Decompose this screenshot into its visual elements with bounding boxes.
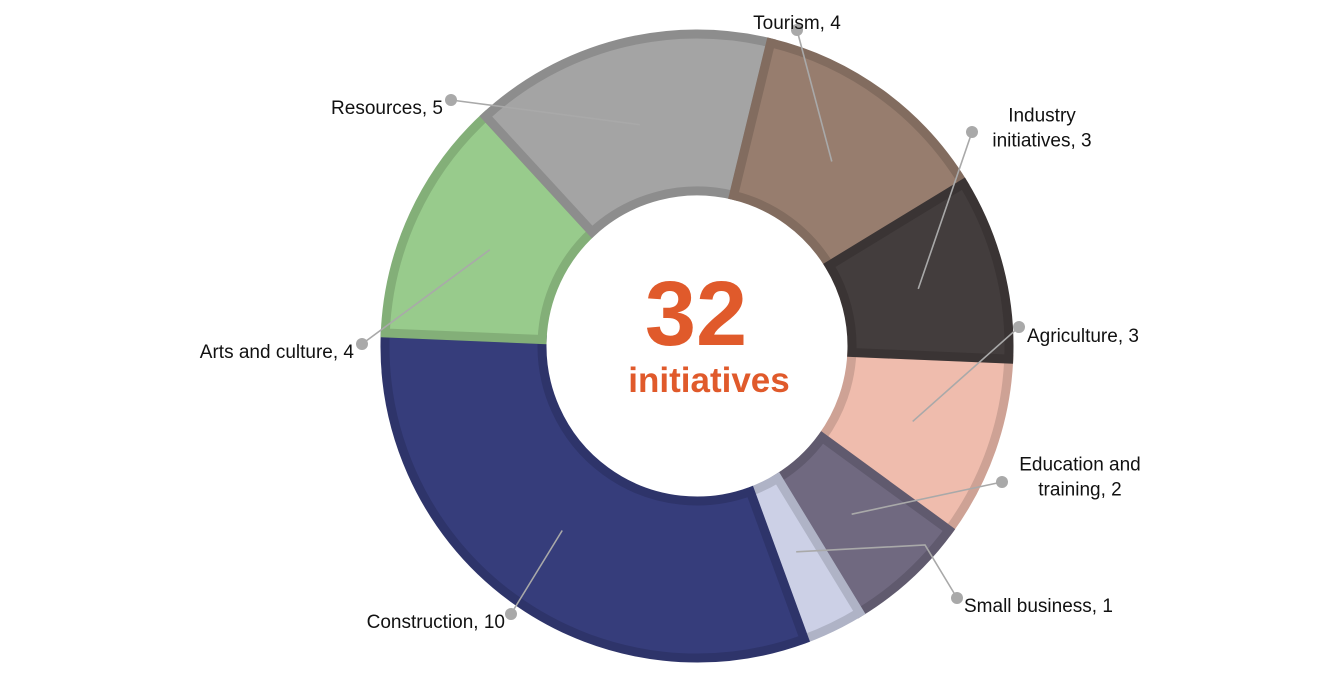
leader-line-education-and-training	[851, 481, 1003, 515]
leader-line-tourism	[796, 29, 833, 162]
label-line-agriculture-1: Agriculture, 3	[1027, 326, 1139, 347]
leader-line-construction	[510, 530, 563, 615]
leader-dot-small-business	[951, 592, 963, 604]
label-line-arts-and-culture-1: Arts and culture, 4	[200, 342, 355, 363]
leader-line-small-business	[796, 544, 958, 599]
donut-slices	[380, 29, 1014, 663]
leader-dot-tourism	[791, 24, 803, 36]
leader-dot-agriculture	[1013, 321, 1025, 333]
label-resources: Resources, 5	[331, 98, 443, 119]
label-line-education-and-training-2: training, 2	[1038, 480, 1121, 501]
label-line-tourism-1: Tourism, 4	[753, 13, 841, 34]
leader-lines	[356, 24, 1025, 620]
label-industry-initiatives: Industry initiatives, 3	[992, 106, 1091, 152]
slice-tourism	[728, 37, 970, 272]
leader-dot-education-and-training	[996, 476, 1008, 488]
label-line-resources-1: Resources, 5	[331, 98, 443, 119]
leader-line-resources	[450, 99, 640, 126]
label-line-education-and-training-1: Education and	[1019, 455, 1141, 476]
slice-construction	[380, 328, 810, 663]
slice-resources	[479, 29, 777, 239]
label-construction: Construction, 10	[367, 612, 505, 633]
leader-dot-arts-and-culture	[356, 338, 368, 350]
label-agriculture: Agriculture, 3	[1027, 326, 1139, 347]
leader-dot-industry-initiatives	[966, 126, 978, 138]
label-small-business: Small business, 1	[964, 596, 1113, 617]
label-line-industry-initiatives-2: initiatives, 3	[992, 131, 1091, 152]
leader-line-industry-initiatives	[917, 131, 973, 290]
slice-arts-and-culture	[380, 109, 599, 345]
slice-industry-initiatives	[823, 177, 1014, 364]
center-total: 32	[645, 263, 747, 365]
label-tourism: Tourism, 4	[753, 13, 841, 34]
leader-dot-resources	[445, 94, 457, 106]
label-arts-and-culture: Arts and culture, 4	[200, 342, 355, 363]
slice-labels: Agriculture, 3 Education and training, 2 Sm…	[200, 13, 1141, 633]
label-line-construction-1: Construction, 10	[367, 612, 505, 633]
leader-line-arts-and-culture	[361, 249, 491, 345]
label-line-small-business-1: Small business, 1	[964, 596, 1113, 617]
leader-line-agriculture	[912, 326, 1020, 423]
label-line-industry-initiatives-1: Industry	[1008, 106, 1076, 127]
label-education-and-training: Education and training, 2	[1019, 455, 1141, 501]
center-caption: initiatives	[628, 361, 789, 400]
leader-dot-construction	[505, 608, 517, 620]
